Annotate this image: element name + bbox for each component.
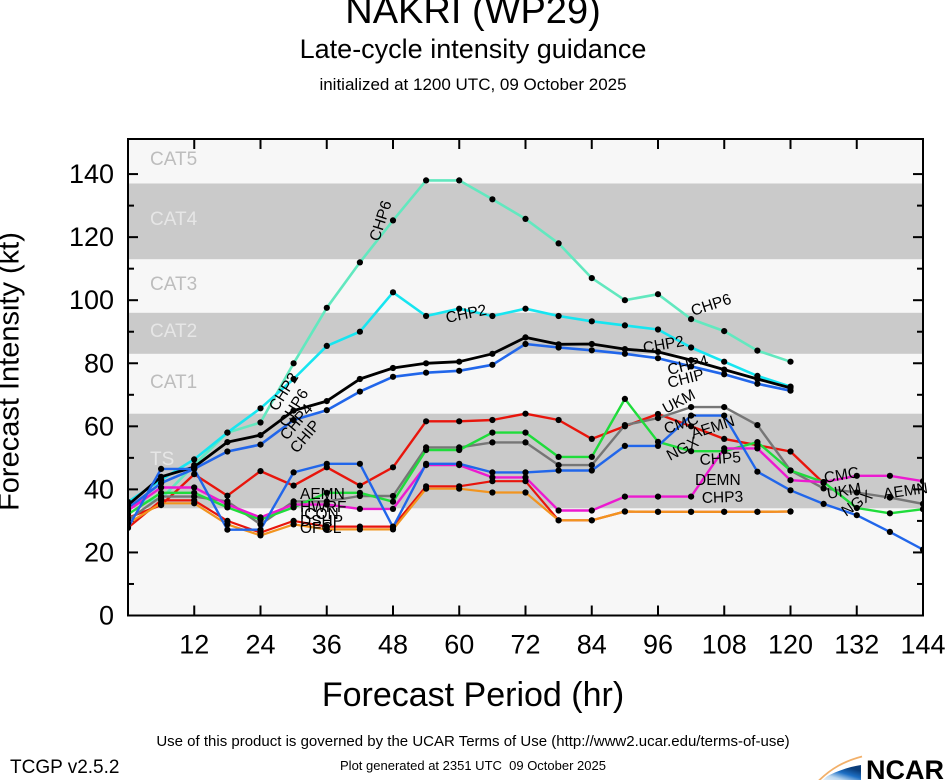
- svg-text:36: 36: [312, 630, 342, 660]
- svg-text:CAT5: CAT5: [150, 149, 197, 170]
- svg-text:CAT3: CAT3: [150, 274, 197, 295]
- svg-text:140: 140: [69, 159, 114, 189]
- svg-text:132: 132: [834, 630, 879, 660]
- svg-text:CHP3: CHP3: [702, 489, 744, 507]
- svg-text:96: 96: [643, 630, 673, 660]
- svg-text:20: 20: [84, 537, 114, 567]
- svg-text:120: 120: [768, 630, 813, 660]
- svg-text:84: 84: [577, 630, 607, 660]
- svg-text:60: 60: [444, 630, 474, 660]
- svg-text:OFCL: OFCL: [300, 520, 342, 537]
- svg-text:24: 24: [245, 630, 275, 660]
- svg-text:CAT4: CAT4: [150, 209, 198, 230]
- svg-text:80: 80: [84, 348, 114, 378]
- svg-text:CAT1: CAT1: [150, 372, 197, 393]
- svg-text:CAT2: CAT2: [150, 321, 197, 342]
- svg-text:120: 120: [69, 222, 114, 252]
- svg-text:DEMN: DEMN: [695, 472, 741, 489]
- svg-text:12: 12: [179, 630, 209, 660]
- svg-text:100: 100: [69, 285, 114, 315]
- svg-text:108: 108: [702, 630, 747, 660]
- svg-text:CHP5: CHP5: [699, 449, 741, 469]
- svg-text:40: 40: [84, 474, 114, 504]
- svg-text:72: 72: [510, 630, 540, 660]
- svg-text:48: 48: [378, 630, 408, 660]
- svg-text:144: 144: [900, 630, 945, 660]
- svg-text:60: 60: [84, 411, 114, 441]
- svg-text:0: 0: [99, 601, 114, 631]
